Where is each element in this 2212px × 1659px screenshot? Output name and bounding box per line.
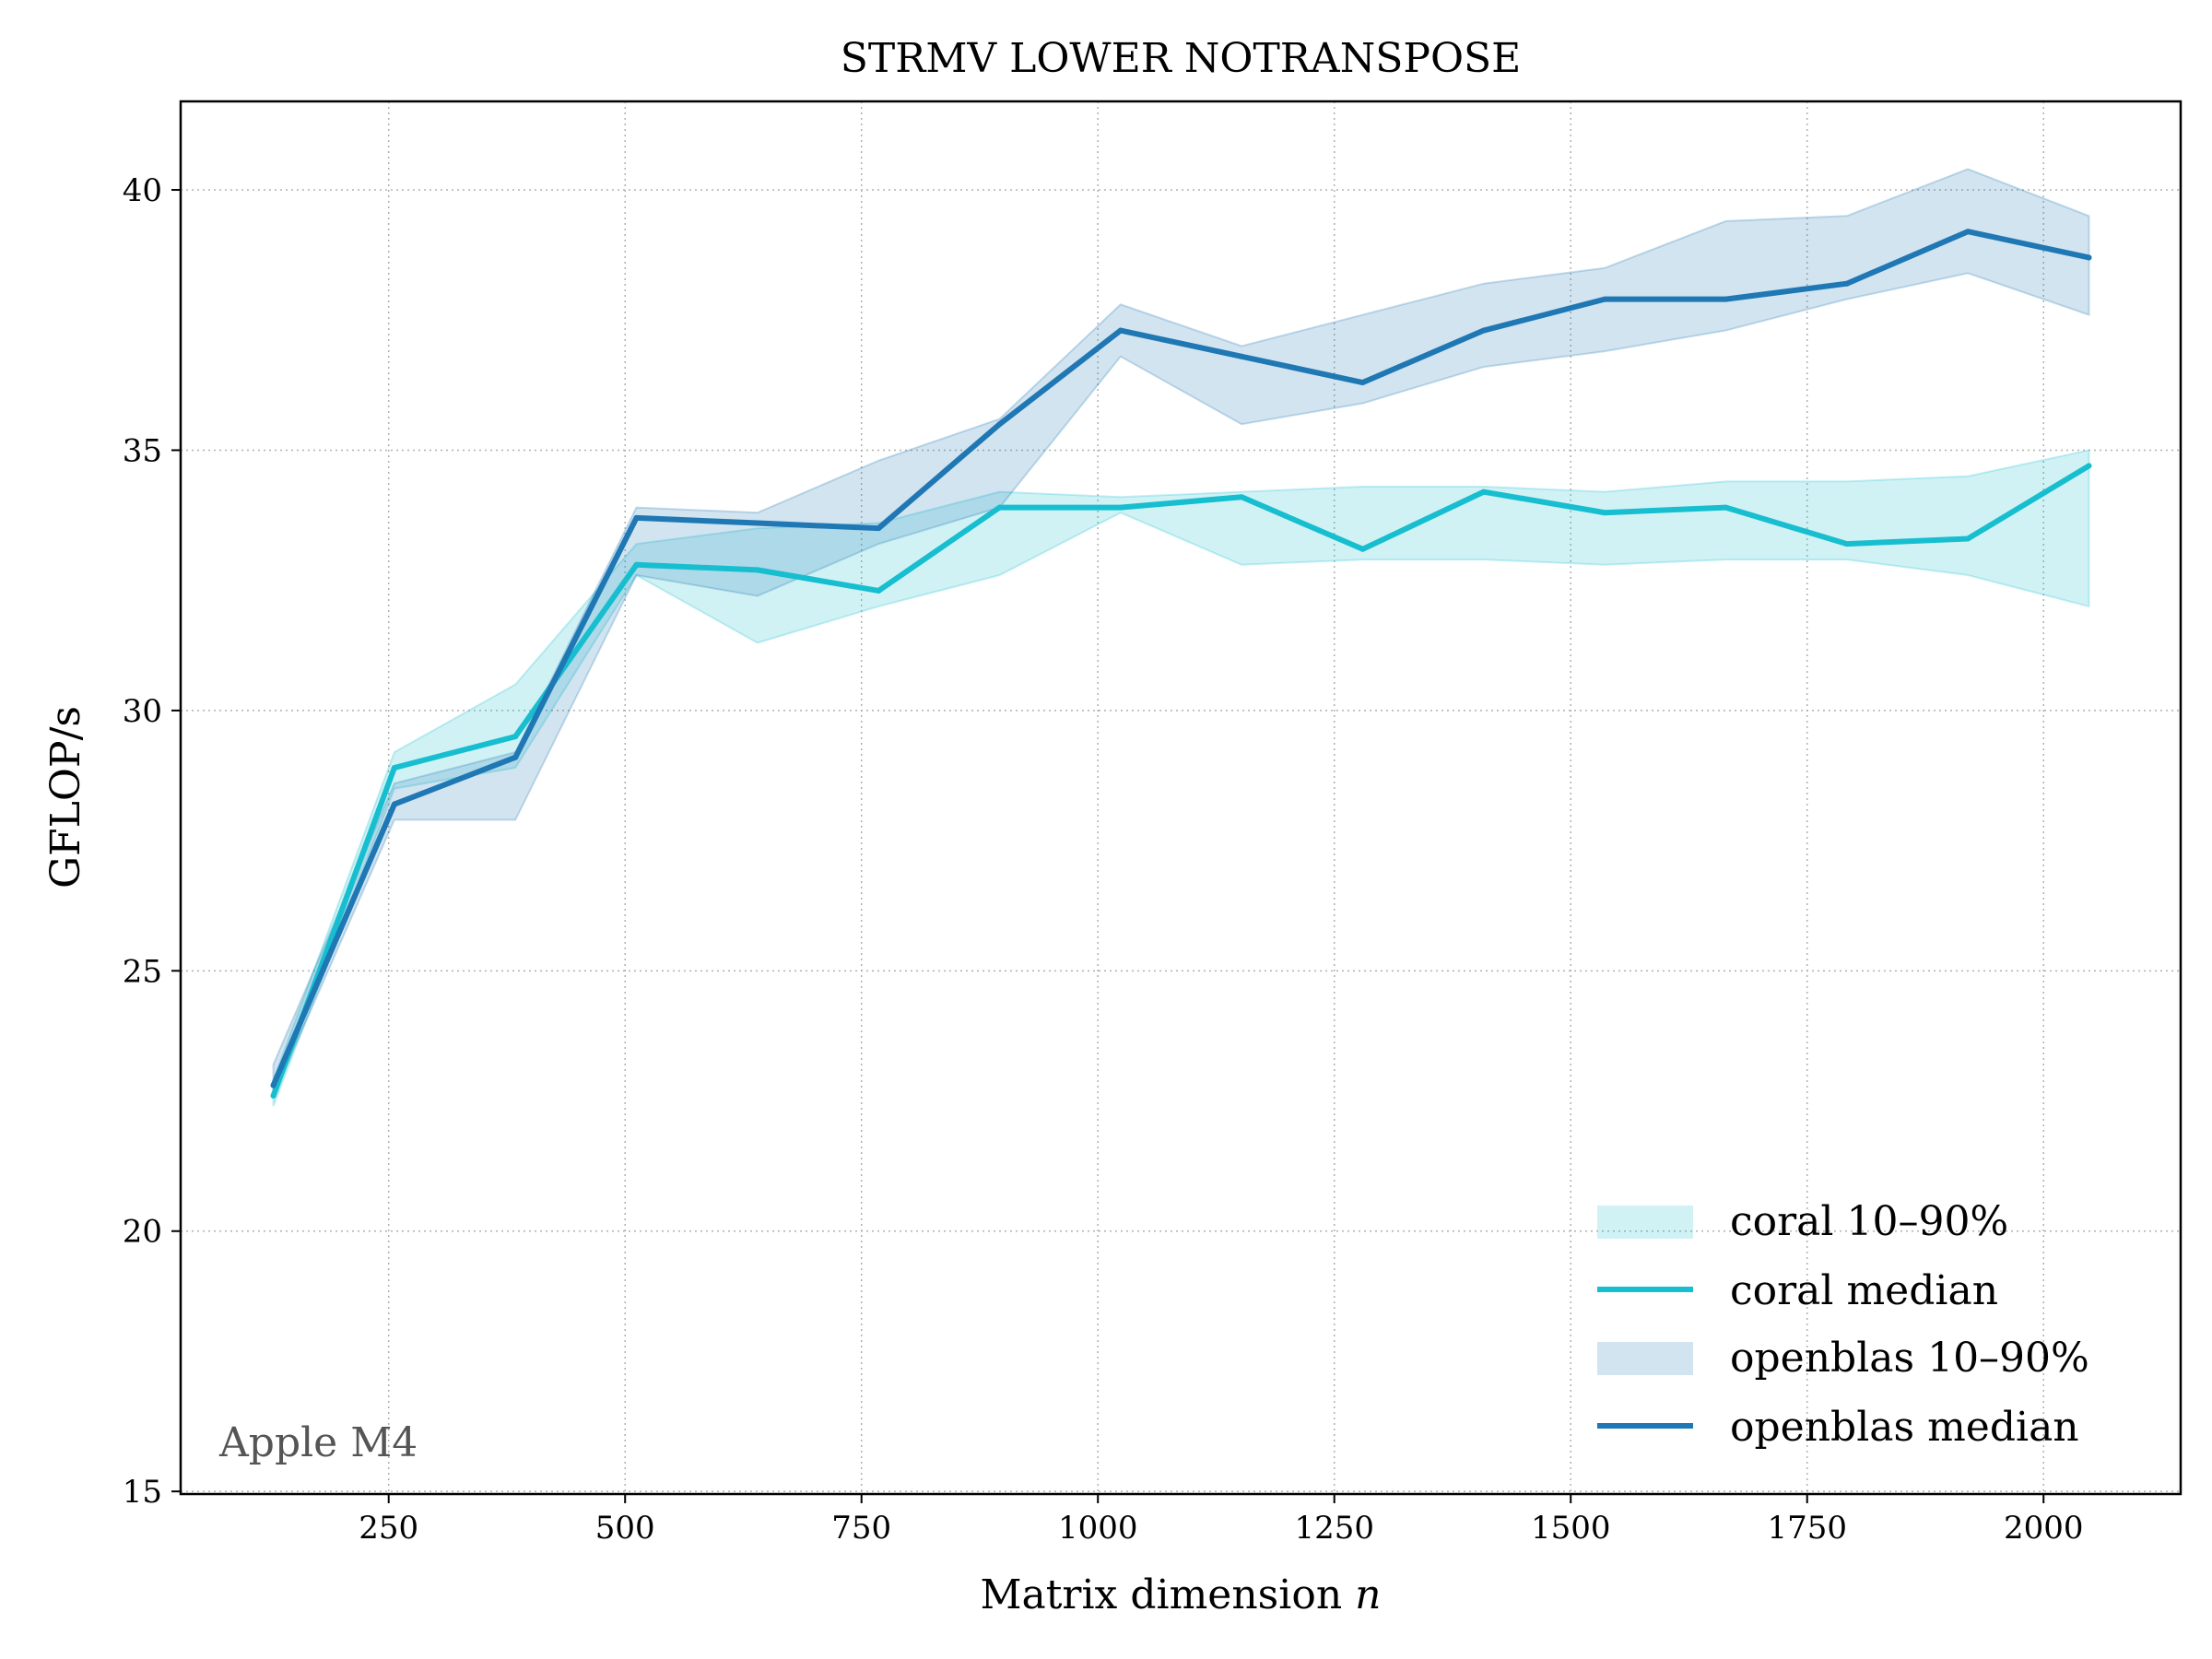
coral-band xyxy=(272,449,2090,1107)
y-tick-label: 25 xyxy=(123,953,162,990)
legend-label-coral-band: coral 10–90% xyxy=(1730,1198,2008,1245)
coral-median-point xyxy=(1359,546,1366,552)
legend-label-openblas-median: openblas median xyxy=(1730,1404,2079,1451)
y-axis: 15 20 25 30 35 40 xyxy=(123,172,181,1511)
coral-median-point xyxy=(1480,488,1487,495)
openblas-median-point xyxy=(2086,254,2092,261)
coral-median-point xyxy=(1239,494,1245,500)
coral-median-point xyxy=(1965,535,1971,542)
grid xyxy=(181,101,2181,1494)
openblas-median-point xyxy=(1723,296,1729,302)
bands xyxy=(272,168,2090,1107)
x-tick-label: 500 xyxy=(595,1510,655,1547)
openblas-median-point xyxy=(391,801,397,807)
openblas-median-point xyxy=(996,421,1003,428)
openblas-median-point xyxy=(1965,229,1971,235)
x-axis-label-text: Matrix dimension xyxy=(980,1571,1342,1618)
x-axis: 250 500 750 1000 1250 1500 1750 2000 xyxy=(359,1494,2083,1547)
x-tick-label: 250 xyxy=(359,1510,418,1547)
x-tick-label: 1750 xyxy=(1767,1510,1847,1547)
coral-median-point xyxy=(270,1092,276,1099)
coral-median-point xyxy=(633,561,640,568)
openblas-median-point xyxy=(754,520,760,526)
coral-median-point xyxy=(1602,510,1608,516)
coral-median-point xyxy=(876,587,882,594)
openblas-median-point xyxy=(512,754,519,760)
legend-swatch-coral-band xyxy=(1597,1206,1693,1239)
y-tick-label: 20 xyxy=(123,1214,162,1251)
device-annotation: Apple M4 xyxy=(218,1419,418,1466)
median-lines xyxy=(270,229,2092,1099)
x-axis-label: Matrix dimension n xyxy=(980,1571,1381,1618)
y-axis-label: GFLOP/s xyxy=(42,706,89,888)
coral-median-point xyxy=(1117,504,1124,511)
coral-median-point xyxy=(1843,541,1850,547)
x-tick-label: 1250 xyxy=(1294,1510,1374,1547)
plot-frame xyxy=(179,100,2183,1496)
coral-median-line xyxy=(270,463,2092,1099)
y-tick-label: 30 xyxy=(123,693,162,730)
coral-median-point xyxy=(996,504,1003,511)
x-tick-label: 1500 xyxy=(1531,1510,1611,1547)
x-tick-label: 750 xyxy=(831,1510,891,1547)
x-tick-label: 1000 xyxy=(1058,1510,1138,1547)
coral-median-point xyxy=(754,567,760,573)
openblas-median-point xyxy=(876,525,882,532)
x-tick-label: 2000 xyxy=(2004,1510,2084,1547)
y-tick-label: 35 xyxy=(123,432,162,469)
openblas-median-point xyxy=(1239,353,1245,359)
legend-label-coral-median: coral median xyxy=(1730,1267,1998,1314)
coral-median-point xyxy=(391,765,397,771)
openblas-median-point xyxy=(1843,280,1850,287)
x-axis-variable: n xyxy=(1355,1571,1381,1618)
legend-swatch-openblas-band xyxy=(1597,1342,1693,1375)
openblas-median-point xyxy=(1359,380,1366,386)
coral-median-point xyxy=(1723,504,1729,511)
openblas-median-point xyxy=(270,1082,276,1088)
chart-title: STRMV LOWER NOTRANSPOSE xyxy=(841,35,1522,82)
y-tick-label: 15 xyxy=(123,1474,162,1511)
openblas-band xyxy=(272,168,2090,1097)
y-tick-label: 40 xyxy=(123,172,162,209)
coral-median-point xyxy=(512,734,519,740)
legend: coral 10–90% coral median openblas 10–90… xyxy=(1597,1198,2089,1451)
legend-label-openblas-band: openblas 10–90% xyxy=(1730,1335,2089,1382)
openblas-median-point xyxy=(1480,327,1487,334)
openblas-median-point xyxy=(633,514,640,521)
coral-median-point xyxy=(2086,463,2092,469)
openblas-median-point xyxy=(1117,327,1124,334)
openblas-median-point xyxy=(1602,296,1608,302)
openblas-median-line xyxy=(270,229,2092,1088)
